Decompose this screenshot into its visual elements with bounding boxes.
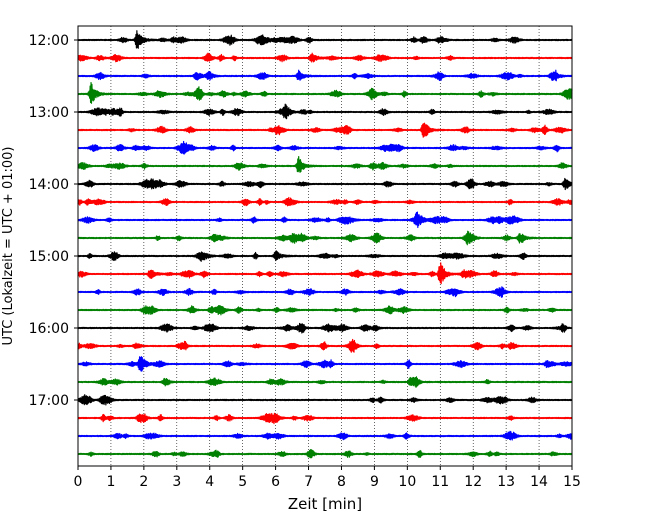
trace-row <box>77 69 573 82</box>
trace-row <box>77 250 573 262</box>
trace-row <box>77 103 573 120</box>
trace-row <box>77 449 573 459</box>
trace-row <box>77 356 573 372</box>
x-axis-label: Zeit [min] <box>288 495 362 513</box>
x-tick-label: 15 <box>563 474 581 490</box>
trace-row <box>77 230 573 246</box>
trace-row <box>77 140 573 155</box>
trace-row <box>77 177 573 191</box>
y-axis-ticks: 12:00 13:00 14:00 15:00 16:00 17:00 <box>29 33 78 409</box>
x-tick-label: 3 <box>172 474 181 490</box>
x-tick-label: 7 <box>304 474 313 490</box>
trace-row <box>77 376 573 388</box>
x-tick-label: 10 <box>398 474 416 490</box>
trace-row <box>77 322 573 334</box>
trace-row <box>77 338 573 353</box>
trace-row <box>77 286 573 298</box>
y-tick-label: 12:00 <box>29 33 69 49</box>
trace-row <box>77 211 573 229</box>
x-tick-label: 8 <box>337 474 346 490</box>
vertical-gridlines <box>110 26 540 466</box>
y-tick-label: 15:00 <box>29 249 69 265</box>
y-tick-label: 14:00 <box>29 177 69 193</box>
trace-row <box>77 412 573 425</box>
x-tick-label: 11 <box>431 474 449 490</box>
trace-row <box>77 262 573 285</box>
y-tick-label: 13:00 <box>29 105 69 121</box>
plot-frame <box>77 25 573 467</box>
trace-row <box>77 196 573 207</box>
y-tick-label: 16:00 <box>29 321 69 337</box>
x-tick-label: 1 <box>106 474 115 490</box>
x-tick-label: 6 <box>271 474 280 490</box>
seismogram-traces <box>77 30 573 459</box>
trace-row <box>77 52 573 63</box>
x-tick-label: 0 <box>74 474 83 490</box>
x-tick-label: 14 <box>530 474 548 490</box>
trace-row <box>77 156 573 173</box>
trace-row <box>77 304 573 316</box>
x-tick-label: 2 <box>139 474 148 490</box>
trace-row <box>77 394 573 406</box>
y-tick-label: 17:00 <box>29 393 69 409</box>
x-tick-label: 12 <box>464 474 482 490</box>
y-axis-label: UTC (Lokalzeit = UTC + 01:00) <box>1 147 16 346</box>
trace-row <box>77 122 573 138</box>
x-axis-ticks: 0 1 2 3 4 5 6 7 8 9 10 11 12 13 14 15 <box>74 466 581 490</box>
x-tick-label: 9 <box>370 474 379 490</box>
x-tick-label: 4 <box>205 474 214 490</box>
x-tick-label: 13 <box>497 474 515 490</box>
trace-row <box>77 82 573 104</box>
trace-row <box>77 30 573 49</box>
trace-row <box>77 430 573 441</box>
x-tick-label: 5 <box>238 474 247 490</box>
